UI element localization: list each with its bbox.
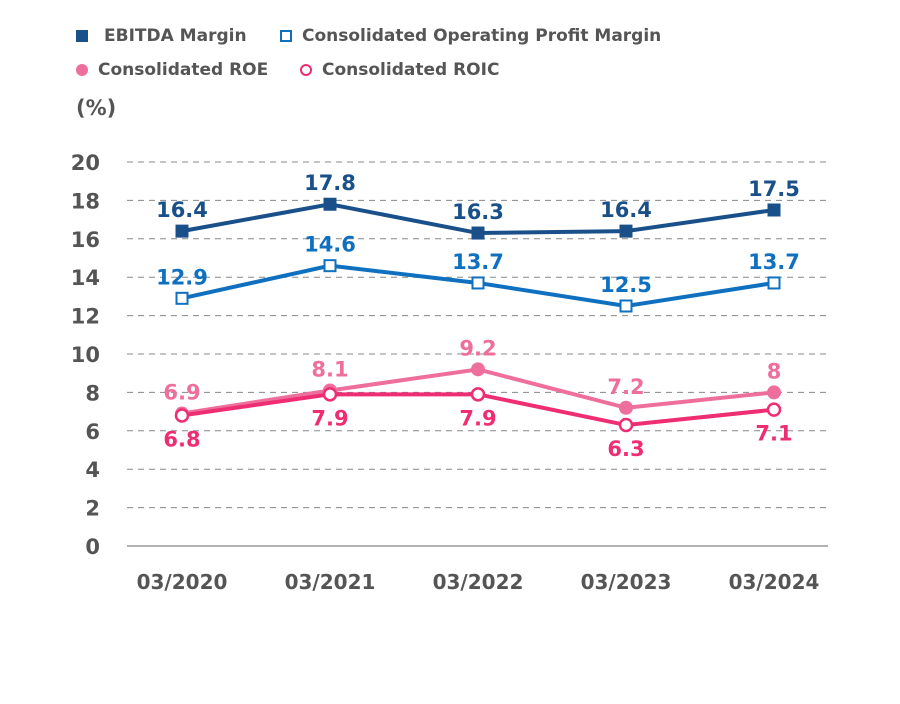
x-tick-label: 03/2024 <box>729 570 820 594</box>
data-point <box>619 400 633 415</box>
data-label: 16.4 <box>600 198 652 222</box>
data-label: 12.9 <box>156 265 208 289</box>
legend-roe: Consolidated ROE <box>76 60 268 80</box>
y-tick-label: 6 <box>85 420 100 444</box>
data-label: 16.3 <box>452 200 504 224</box>
data-point <box>619 299 633 313</box>
data-point <box>471 226 485 240</box>
data-point <box>470 387 486 402</box>
legend-operating-profit-margin: Consolidated Operating Profit Margin <box>280 26 661 46</box>
data-label: 7.9 <box>311 406 348 430</box>
x-tick-label: 03/2023 <box>581 570 672 594</box>
data-label: 17.8 <box>304 171 356 195</box>
data-point <box>766 402 782 417</box>
data-point <box>471 276 485 290</box>
y-tick-label: 18 <box>71 189 100 213</box>
data-label: 9.2 <box>459 336 496 360</box>
data-label: 7.1 <box>755 422 792 446</box>
x-tick-label: 03/2022 <box>433 570 524 594</box>
data-label: 6.9 <box>163 381 200 405</box>
data-label: 8 <box>767 359 782 383</box>
data-label: 13.7 <box>452 250 504 274</box>
data-label: 8.1 <box>311 357 348 381</box>
x-tick-label: 03/2020 <box>137 570 228 594</box>
data-point <box>767 276 781 290</box>
data-point <box>175 291 189 305</box>
y-tick-label: 14 <box>71 266 100 290</box>
data-label: 6.8 <box>163 427 200 451</box>
data-point <box>323 259 337 273</box>
y-tick-label: 4 <box>85 458 100 482</box>
y-tick-label: 12 <box>71 305 100 329</box>
open-circle-icon <box>300 64 312 76</box>
data-label: 14.6 <box>304 233 356 257</box>
data-label: 6.3 <box>607 437 644 461</box>
open-square-icon <box>280 30 292 42</box>
data-point <box>323 197 337 211</box>
x-tick-label: 03/2021 <box>285 570 376 594</box>
filled-square-icon <box>76 30 88 42</box>
data-point <box>175 224 189 238</box>
y-tick-label: 16 <box>71 228 100 252</box>
y-tick-label: 10 <box>71 343 100 367</box>
data-label: 12.5 <box>600 273 652 297</box>
data-label: 17.5 <box>748 177 800 201</box>
legend-roic: Consolidated ROIC <box>300 60 499 80</box>
y-tick-label: 0 <box>85 535 100 559</box>
data-point <box>767 203 781 217</box>
legend-label: EBITDA Margin <box>104 26 247 46</box>
y-tick-label: 2 <box>85 497 100 521</box>
legend-label: Consolidated Operating Profit Margin <box>302 26 662 46</box>
unit-label: (%) <box>76 96 117 120</box>
y-tick-label: 20 <box>71 151 100 175</box>
filled-circle-icon <box>76 64 88 76</box>
data-point <box>767 385 781 400</box>
legend-label: Consolidated ROE <box>98 60 269 80</box>
data-label: 13.7 <box>748 250 800 274</box>
data-point <box>174 408 190 423</box>
data-point <box>618 417 634 433</box>
data-label: 16.4 <box>156 198 208 222</box>
y-tick-label: 8 <box>85 381 100 405</box>
data-point <box>322 387 338 402</box>
data-point <box>619 224 633 238</box>
data-label: 7.2 <box>607 375 644 399</box>
legend-ebitda: EBITDA Margin <box>76 26 247 46</box>
legend-label: Consolidated ROIC <box>322 60 500 80</box>
data-point <box>471 362 485 377</box>
data-label: 7.9 <box>459 406 496 430</box>
